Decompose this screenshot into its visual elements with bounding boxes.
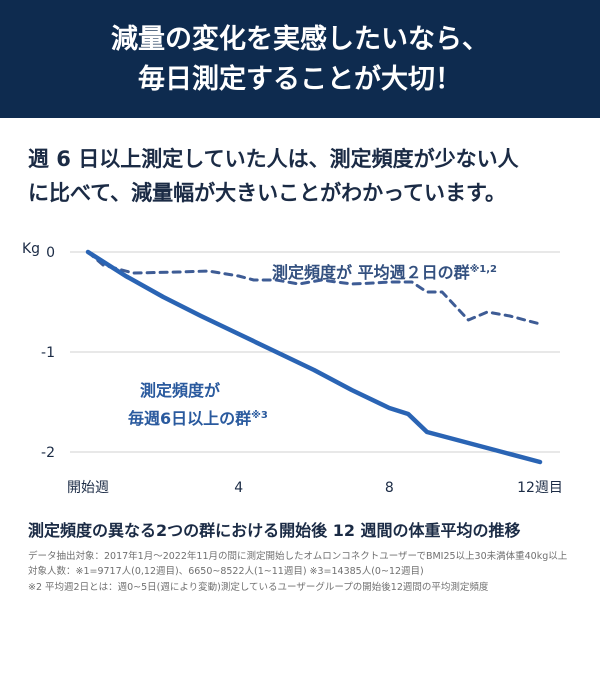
weight-change-chart: Kg 0-1-2 開始週 4 8 12週目 測定頻度が 平均週２日の群※1,2測定頻度… (22, 241, 563, 496)
footnote-sample-size: 対象人数：※1=9717人(0,12週目)、6650~8522人(1~11週目)… (28, 566, 424, 577)
series-label-twice-weekly: 測定頻度が 平均週２日の群※1,2 (272, 263, 497, 282)
gridlines (70, 251, 560, 453)
series-line-six-days-weekly (85, 249, 543, 465)
y-axis-unit-label: Kg (22, 241, 40, 257)
footnote-data-scope: データ抽出対象：2017年1月～2022年11月の間に測定開始したオムロンコネク… (28, 551, 568, 562)
x-tick-label: 12週目 (517, 480, 563, 496)
subheading-line-1: 週 6 日以上測定していた人は、測定頻度が少ない人 (28, 147, 519, 171)
chart-caption-title: 測定頻度の異なる2つの群における開始後 12 週間の体重平均の推移 (28, 521, 521, 540)
x-tick-label: 4 (234, 480, 243, 496)
subheading-line-2: に比べて、減量幅が大きいことがわかっています。 (28, 181, 506, 205)
series-label-six-days-weekly-line1: 測定頻度が (140, 381, 220, 400)
header-line-2: 毎日測定することが大切！ (138, 64, 462, 95)
series-lines (85, 249, 543, 465)
y-tick-label: 0 (46, 245, 55, 261)
y-tick-label: -2 (41, 445, 55, 461)
x-tick-label: 開始週 (67, 480, 109, 496)
subheading: 週 6 日以上測定していた人は、測定頻度が少ない人 に比べて、減量幅が大きいこと… (28, 142, 588, 210)
header-banner: 減量の変化を実感したいなら、 毎日測定することが大切！ (0, 0, 600, 118)
header-line-1: 減量の変化を実感したいなら、 (111, 24, 489, 55)
x-tick-label: 8 (385, 480, 394, 496)
series-label-six-days-weekly-line2: 毎週6日以上の群※3 (128, 409, 268, 428)
y-tick-labels: 0 -1 -2 (41, 245, 55, 461)
y-tick-label: -1 (41, 345, 55, 361)
series-line-twice-weekly (86, 250, 542, 326)
x-tick-labels: 開始週 4 8 12週目 (67, 480, 563, 496)
footnote-frequency-definition: ※2 平均週2日とは：週0~5日(週により変動)測定しているユーザーグループの開… (28, 582, 489, 593)
